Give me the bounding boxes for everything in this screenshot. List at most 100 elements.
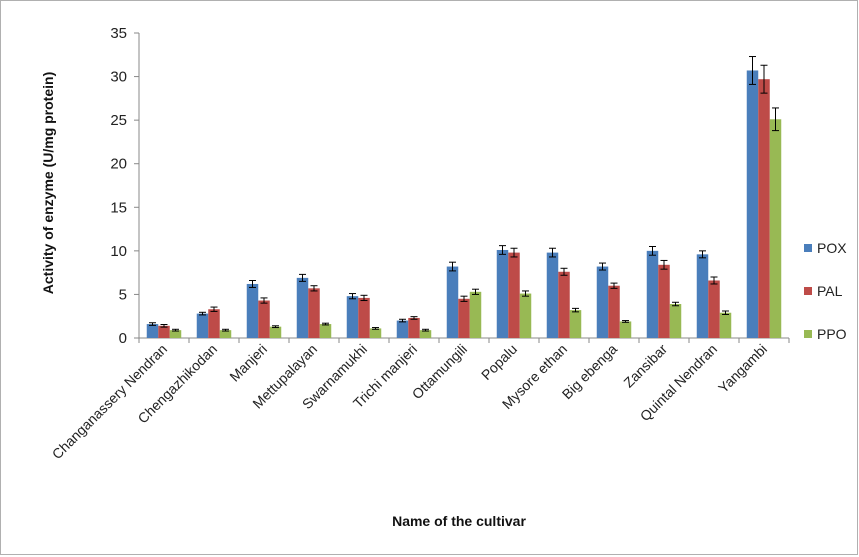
bar-pox	[246, 283, 259, 338]
error-bar	[760, 64, 768, 94]
bar-pal	[358, 297, 370, 338]
error-bar	[649, 246, 656, 256]
error-bar	[249, 279, 256, 288]
bar-ppo	[219, 330, 232, 338]
legend-label: POX	[817, 240, 847, 256]
bar-pox	[546, 252, 559, 338]
error-bar	[622, 320, 629, 323]
bar-ppo	[619, 321, 632, 338]
error-bar	[199, 311, 206, 316]
error-bar	[772, 107, 779, 132]
error-bar	[610, 282, 618, 289]
error-bar	[660, 259, 668, 270]
error-bar	[472, 288, 479, 295]
error-bar	[372, 327, 379, 330]
bar-pal	[608, 285, 620, 338]
error-bar	[399, 318, 406, 323]
error-bar	[672, 301, 679, 307]
y-tick-label: 15	[110, 199, 127, 216]
legend-swatch	[804, 244, 812, 252]
x-axis	[138, 337, 790, 343]
bar-pox	[146, 324, 159, 338]
error-bar	[749, 56, 756, 85]
bar-series-group	[146, 70, 782, 339]
bar-pox	[346, 296, 359, 338]
legend-swatch	[804, 287, 812, 295]
y-tick-label: 35	[110, 25, 127, 42]
bar-pal	[458, 298, 470, 338]
x-tick-label: Zansibar	[620, 341, 670, 391]
error-bar	[299, 273, 306, 282]
legend: POX PAL PPO	[804, 240, 847, 342]
bar-ppo	[169, 330, 182, 338]
error-bar	[260, 297, 268, 304]
bar-ppo	[669, 304, 682, 338]
legend-item-ppo: PPO	[804, 326, 847, 342]
error-bar	[272, 325, 279, 329]
bar-pox	[446, 266, 459, 338]
bar-pal	[158, 325, 170, 338]
bar-pal	[258, 300, 270, 338]
legend-label: PAL	[817, 283, 843, 299]
error-bar	[699, 250, 706, 259]
bar-pal	[408, 317, 420, 338]
bar-pox	[496, 249, 509, 338]
bar-ppo	[569, 310, 582, 338]
bar-pox	[596, 266, 609, 338]
error-bar	[599, 262, 606, 271]
error-bar	[160, 323, 168, 328]
bar-pox	[746, 70, 759, 338]
error-bar	[360, 294, 368, 302]
error-bar-group	[149, 56, 779, 332]
y-tick-label: 30	[110, 69, 127, 86]
bar-ppo	[269, 326, 282, 338]
y-tick-label: 20	[110, 156, 127, 173]
y-axis-title: Activity of enzyme (U/mg protein)	[40, 72, 56, 294]
bar-pal	[208, 309, 220, 338]
bar-ppo	[319, 324, 332, 338]
bar-pox	[396, 320, 409, 338]
bar-ppo	[769, 119, 782, 339]
bar-pal	[508, 252, 520, 338]
x-tick-label: Yangambi	[715, 341, 770, 396]
bar-ppo	[419, 330, 432, 338]
bar-pal	[708, 280, 720, 338]
bar-ppo	[469, 291, 482, 338]
y-tick-label: 10	[110, 243, 127, 260]
legend-item-pox: POX	[804, 240, 847, 256]
y-axis: 0 5 10 15 20 25 30 35	[110, 25, 140, 347]
legend-swatch	[804, 330, 812, 338]
error-bar	[522, 290, 529, 297]
bar-ppo	[369, 328, 382, 338]
bar-pox	[296, 277, 309, 338]
x-tick-label: Manjeri	[226, 341, 270, 385]
y-tick-label: 0	[119, 330, 127, 347]
error-bar	[422, 328, 429, 332]
error-bar	[560, 267, 568, 276]
error-bar	[322, 322, 329, 326]
error-bar	[172, 328, 179, 332]
error-bar	[710, 276, 718, 285]
x-tick-label: Popalu	[478, 341, 520, 383]
bar-pal	[658, 264, 670, 338]
x-axis-title: Name of the cultivar	[392, 513, 526, 529]
error-bar	[499, 245, 506, 255]
legend-label: PPO	[817, 326, 847, 342]
error-bar	[349, 293, 356, 300]
legend-item-pal: PAL	[804, 283, 843, 299]
error-bar	[549, 247, 556, 258]
error-bar	[572, 307, 579, 313]
bar-pal	[758, 79, 770, 338]
y-tick-label: 25	[110, 112, 127, 129]
error-bar	[410, 316, 418, 320]
error-bar	[222, 328, 229, 332]
bar-ppo	[719, 312, 732, 338]
error-bar	[460, 295, 468, 302]
error-bar	[510, 247, 518, 258]
bar-pox	[196, 313, 209, 338]
y-tick-label: 5	[119, 286, 127, 303]
error-bar	[722, 310, 729, 315]
bar-pal	[308, 288, 320, 338]
